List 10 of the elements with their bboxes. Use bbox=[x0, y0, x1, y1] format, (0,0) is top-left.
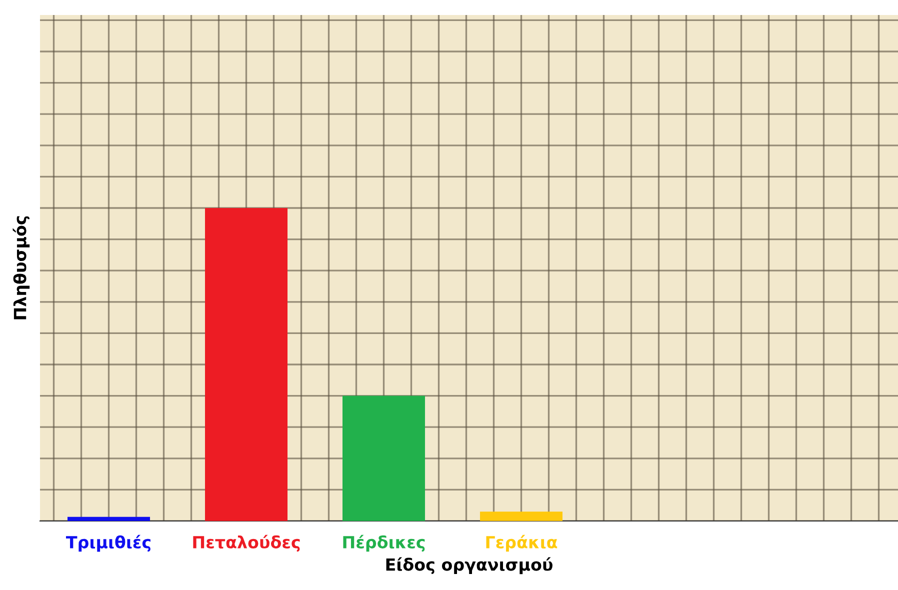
x-tick-label: Γεράκια bbox=[486, 534, 558, 552]
y-axis-title: Πληθυσμός bbox=[12, 216, 30, 320]
bar bbox=[68, 516, 150, 521]
x-tick-label: Πεταλούδες bbox=[193, 534, 300, 552]
x-axis-title: Είδος οργανισμού bbox=[386, 557, 552, 574]
bar bbox=[342, 396, 425, 521]
x-tick-label: Πέρδικες bbox=[343, 534, 425, 552]
bar bbox=[480, 512, 562, 521]
bar bbox=[205, 208, 288, 521]
x-tick-label: Τριμιθιές bbox=[66, 534, 150, 552]
